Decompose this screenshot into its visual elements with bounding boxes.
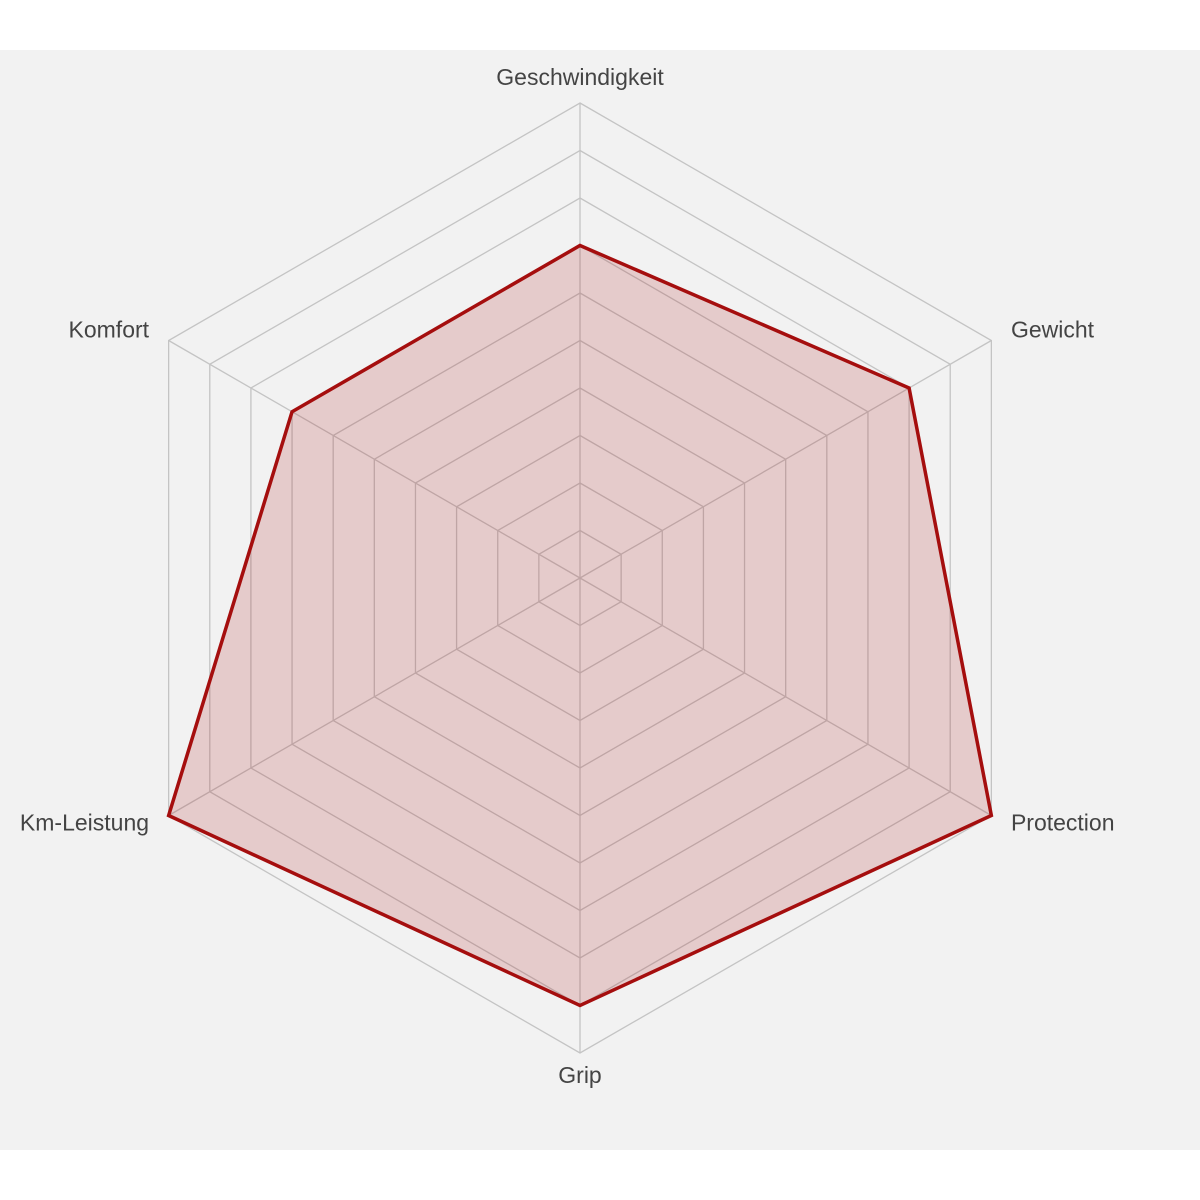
axis-label: Grip xyxy=(558,1062,601,1088)
axis-label: Protection xyxy=(1011,810,1115,836)
radar-area xyxy=(166,243,994,1008)
axis-label: Geschwindigkeit xyxy=(496,64,664,90)
axis-label: Komfort xyxy=(69,317,150,343)
axis-spoke xyxy=(579,577,992,817)
axis-label: Gewicht xyxy=(1011,317,1095,343)
axis-label: Km-Leistung xyxy=(20,810,149,836)
axis-spoke xyxy=(579,339,992,579)
chart-background xyxy=(0,50,1200,1150)
axis-spoke xyxy=(168,577,581,817)
axis-spoke xyxy=(168,339,581,579)
